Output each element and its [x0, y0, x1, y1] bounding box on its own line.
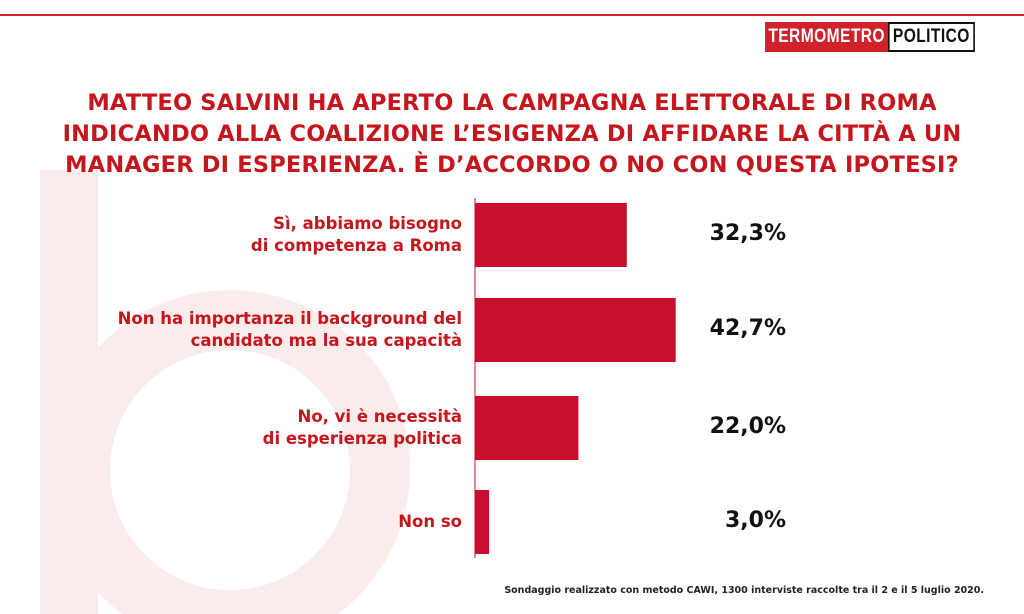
category-label-3: Non so: [42, 511, 462, 533]
chart-title: MATTEO SALVINI HA APERTO LA CAMPAGNA ELE…: [30, 88, 994, 181]
category-label-2: No, vi è necessità di esperienza politica: [42, 406, 462, 450]
bar-2: [475, 396, 579, 460]
logo-part-politico: POLITICO: [888, 22, 975, 52]
value-label-2: 22,0%: [709, 414, 786, 439]
category-label-line: di esperienza politica: [262, 429, 462, 448]
top-rule: [0, 14, 1024, 16]
bar-3: [475, 490, 490, 554]
value-label-1: 42,7%: [709, 316, 786, 341]
title-line: MATTEO SALVINI HA APERTO LA CAMPAGNA ELE…: [87, 90, 937, 116]
bar-1: [475, 298, 676, 362]
category-label-line: Non so: [398, 512, 462, 531]
category-label-line: No, vi è necessità: [297, 407, 462, 426]
category-label-1: Non ha importanza il background del candi…: [42, 308, 462, 352]
category-label-line: di competenza a Roma: [250, 236, 462, 255]
category-label-0: Sì, abbiamo bisogno di competenza a Roma: [42, 213, 462, 257]
category-label-line: Sì, abbiamo bisogno: [273, 214, 462, 233]
brand-logo: TERMOMETRO POLITICO: [738, 22, 994, 52]
category-label-line: candidato ma la sua capacità: [190, 331, 462, 350]
footnote: Sondaggio realizzato con metodo CAWI, 13…: [504, 585, 984, 596]
logo-part-termometro: TERMOMETRO: [765, 22, 889, 52]
value-label-0: 32,3%: [709, 221, 786, 246]
bar-0: [475, 203, 627, 267]
title-line: MANAGER DI ESPERIENZA. È D’ACCORDO O NO …: [65, 152, 959, 178]
category-label-line: Non ha importanza il background del: [117, 309, 462, 328]
value-label-3: 3,0%: [724, 508, 786, 533]
title-line: INDICANDO ALLA COALIZIONE L’ESIGENZA DI …: [62, 121, 962, 147]
